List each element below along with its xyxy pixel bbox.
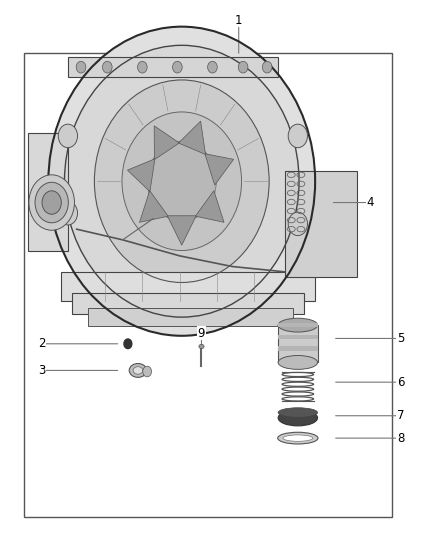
Bar (278, 325, 318, 362)
Ellipse shape (199, 344, 204, 349)
Polygon shape (195, 191, 224, 222)
Ellipse shape (94, 80, 269, 282)
Bar (278, 335, 318, 339)
Text: 6: 6 (397, 376, 405, 389)
Text: 8: 8 (397, 432, 404, 445)
Polygon shape (205, 154, 233, 185)
Bar (285, 171, 357, 277)
Polygon shape (154, 126, 179, 160)
Circle shape (288, 212, 307, 236)
Ellipse shape (48, 27, 315, 336)
Circle shape (124, 339, 132, 349)
Text: 9: 9 (198, 327, 205, 340)
Bar (278, 346, 318, 351)
Text: 4: 4 (366, 196, 374, 209)
Text: 2: 2 (38, 337, 46, 350)
Ellipse shape (278, 356, 318, 369)
Bar (72, 293, 304, 314)
Text: 5: 5 (397, 332, 404, 345)
Text: 7: 7 (397, 409, 405, 422)
Circle shape (29, 175, 74, 230)
Circle shape (208, 61, 217, 73)
Circle shape (102, 61, 112, 73)
Ellipse shape (122, 112, 242, 251)
Circle shape (42, 191, 61, 214)
Ellipse shape (129, 364, 147, 377)
Circle shape (288, 124, 307, 148)
Circle shape (143, 366, 152, 377)
Circle shape (58, 124, 78, 148)
Text: 3: 3 (38, 364, 45, 377)
Polygon shape (178, 121, 205, 155)
Bar (61, 272, 315, 301)
Polygon shape (127, 159, 155, 192)
FancyBboxPatch shape (28, 133, 68, 251)
Bar (24, 53, 392, 517)
Circle shape (35, 182, 68, 223)
Circle shape (262, 61, 272, 73)
Circle shape (173, 61, 182, 73)
Polygon shape (139, 191, 168, 222)
Bar (88, 308, 293, 326)
Ellipse shape (64, 45, 299, 317)
Circle shape (76, 61, 86, 73)
Text: 1: 1 (235, 14, 243, 27)
Bar (278, 323, 318, 327)
Polygon shape (167, 216, 196, 245)
Ellipse shape (147, 141, 216, 221)
Circle shape (58, 201, 78, 225)
Ellipse shape (278, 432, 318, 444)
Ellipse shape (59, 48, 304, 314)
Ellipse shape (133, 367, 143, 374)
Circle shape (138, 61, 147, 73)
Ellipse shape (278, 318, 318, 332)
Ellipse shape (278, 410, 318, 426)
Circle shape (238, 61, 248, 73)
Ellipse shape (278, 408, 318, 417)
Bar (68, 57, 278, 77)
Ellipse shape (283, 435, 313, 441)
